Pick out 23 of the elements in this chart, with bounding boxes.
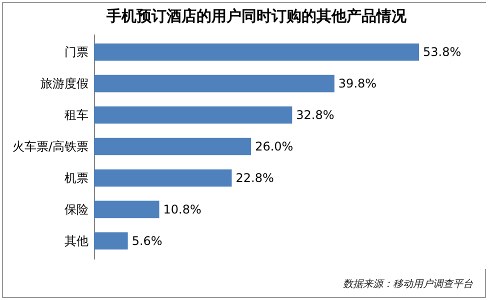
bar <box>94 74 334 92</box>
data-label: 22.8% <box>236 170 274 185</box>
chart-title: 手机预订酒店的用户同时订购的其他产品情况 <box>106 7 408 25</box>
data-label: 53.8% <box>423 45 462 60</box>
y-tick-label: 机票 <box>64 170 88 185</box>
y-tick-label: 门票 <box>64 45 88 60</box>
bar <box>94 200 160 218</box>
y-tick-label: 火车票/高铁票 <box>12 140 88 154</box>
bar <box>94 138 252 156</box>
y-tick-label: 租车 <box>64 108 88 122</box>
bar <box>94 232 128 250</box>
data-label: 5.6% <box>132 234 162 248</box>
y-tick-label: 其他 <box>64 234 88 248</box>
data-label: 32.8% <box>296 108 334 122</box>
data-label: 39.8% <box>338 76 377 91</box>
y-tick-label: 保险 <box>64 202 88 216</box>
source-note: 数据来源：移动用户调查平台 <box>343 278 473 291</box>
bar <box>94 106 292 124</box>
data-label: 10.8% <box>163 202 202 216</box>
y-tick-label: 旅游度假 <box>40 76 88 91</box>
bar <box>94 169 232 187</box>
bar <box>94 43 419 61</box>
data-label: 26.0% <box>255 140 294 154</box>
